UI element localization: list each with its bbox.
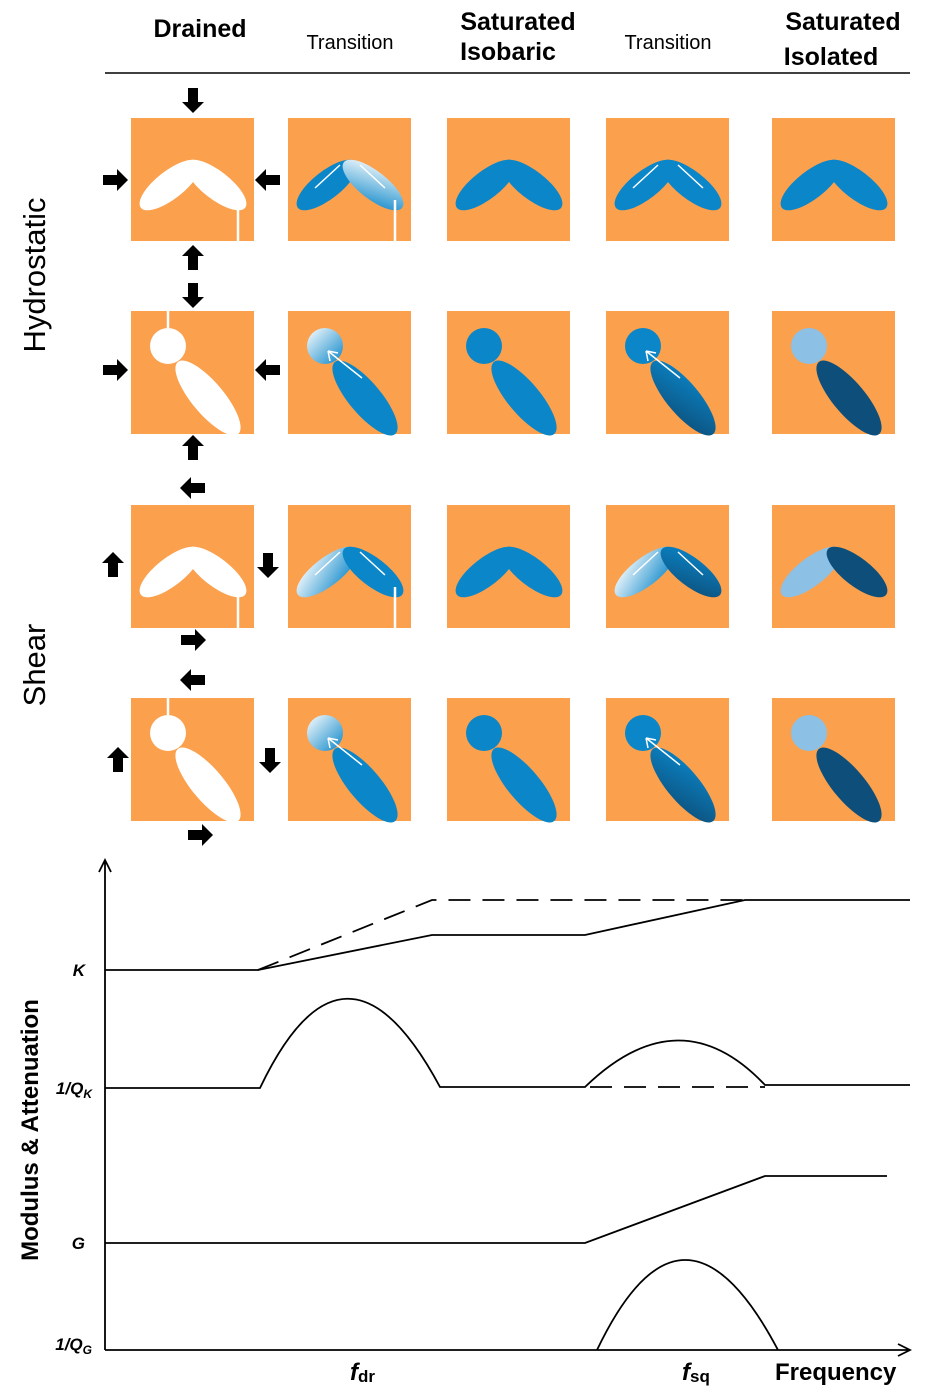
qk-curve — [105, 998, 910, 1089]
crack — [296, 159, 358, 211]
column-header: Isobaric — [460, 38, 556, 66]
flow-arrow — [632, 551, 704, 576]
crack — [332, 360, 398, 436]
row-label: Hydrostatic — [17, 197, 52, 352]
crack — [491, 360, 557, 436]
crack — [816, 360, 882, 436]
crack — [491, 747, 557, 823]
flow-arrow — [314, 164, 386, 189]
flow-arrow — [632, 164, 704, 189]
qg-curve — [596, 1259, 779, 1351]
crack — [296, 546, 358, 598]
row-label: Shear — [17, 624, 52, 707]
crack — [185, 546, 247, 598]
stress-arrow — [255, 359, 280, 381]
flow-arrow — [645, 737, 681, 766]
label-sub: K — [83, 1087, 93, 1101]
frequency-mark: fsq — [682, 1359, 710, 1386]
crack — [175, 747, 241, 823]
curve-label: K — [73, 961, 87, 980]
flow-arrow — [327, 350, 363, 379]
crack — [614, 159, 676, 211]
column-header: Isolated — [784, 43, 878, 71]
stress-arrow — [182, 283, 204, 308]
k-curve — [105, 899, 910, 971]
x-axis-label: Frequency — [775, 1359, 897, 1386]
plot: K 1/QK G 1/QG fdr fsq Frequency Modulus … — [17, 857, 913, 1386]
stress-arrow — [182, 435, 204, 460]
crack — [501, 159, 563, 211]
label-sub: sq — [690, 1367, 710, 1386]
crack — [650, 747, 716, 823]
curve-label: 1/QK — [56, 1079, 93, 1101]
column-header: Drained — [153, 15, 246, 43]
crack — [501, 546, 563, 598]
crack — [139, 546, 201, 598]
label-main: G — [72, 1234, 85, 1253]
stress-arrow — [103, 359, 128, 381]
pore — [150, 328, 186, 364]
stress-arrow — [259, 748, 281, 773]
y-axis-label: Modulus & Attenuation — [17, 999, 44, 1261]
pore — [150, 715, 186, 751]
crack — [455, 546, 517, 598]
crack — [780, 546, 842, 598]
crack — [614, 546, 676, 598]
label-main: f — [682, 1359, 692, 1386]
label-main: 1/Q — [55, 1335, 82, 1354]
crack — [660, 546, 722, 598]
column-header: Saturated — [785, 8, 900, 36]
cells — [102, 88, 895, 846]
curve-label: 1/QG — [55, 1335, 92, 1357]
flow-arrow — [327, 737, 363, 766]
crack — [816, 747, 882, 823]
label-main: 1/Q — [56, 1079, 83, 1098]
frequency-mark: fdr — [350, 1359, 375, 1386]
pore — [791, 328, 827, 364]
column-header: Transition — [306, 32, 393, 54]
label-sub: G — [83, 1343, 92, 1357]
crack — [826, 546, 888, 598]
stress-arrow — [180, 477, 205, 499]
crack — [660, 159, 722, 211]
crack — [175, 360, 241, 436]
pore — [791, 715, 827, 751]
label-main: K — [73, 961, 87, 980]
crack — [650, 360, 716, 436]
crack — [185, 159, 247, 211]
label-sub: dr — [358, 1367, 375, 1386]
stress-arrow — [102, 552, 124, 577]
crack — [332, 747, 398, 823]
stress-arrow — [103, 169, 128, 191]
crack — [780, 159, 842, 211]
axes — [98, 857, 913, 1357]
stress-arrow — [181, 629, 206, 651]
column-header: Saturated — [460, 8, 575, 36]
pore — [466, 328, 502, 364]
crack — [826, 159, 888, 211]
crack — [342, 546, 404, 598]
flow-arrow — [314, 551, 386, 576]
stress-arrow — [188, 824, 213, 846]
stress-arrow — [107, 747, 129, 772]
flow-arrow — [645, 350, 681, 379]
curve-label: G — [72, 1234, 85, 1253]
g-curve — [105, 1175, 887, 1244]
crack — [139, 159, 201, 211]
stress-arrow — [255, 169, 280, 191]
stress-arrow — [182, 88, 204, 113]
crack — [342, 159, 404, 211]
pore — [466, 715, 502, 751]
label-main: f — [350, 1359, 360, 1386]
stress-arrow — [257, 553, 279, 578]
crack — [455, 159, 517, 211]
column-header: Transition — [624, 32, 711, 54]
k-dashed — [257, 899, 745, 971]
stress-arrow — [180, 669, 205, 691]
stress-arrow — [182, 245, 204, 270]
